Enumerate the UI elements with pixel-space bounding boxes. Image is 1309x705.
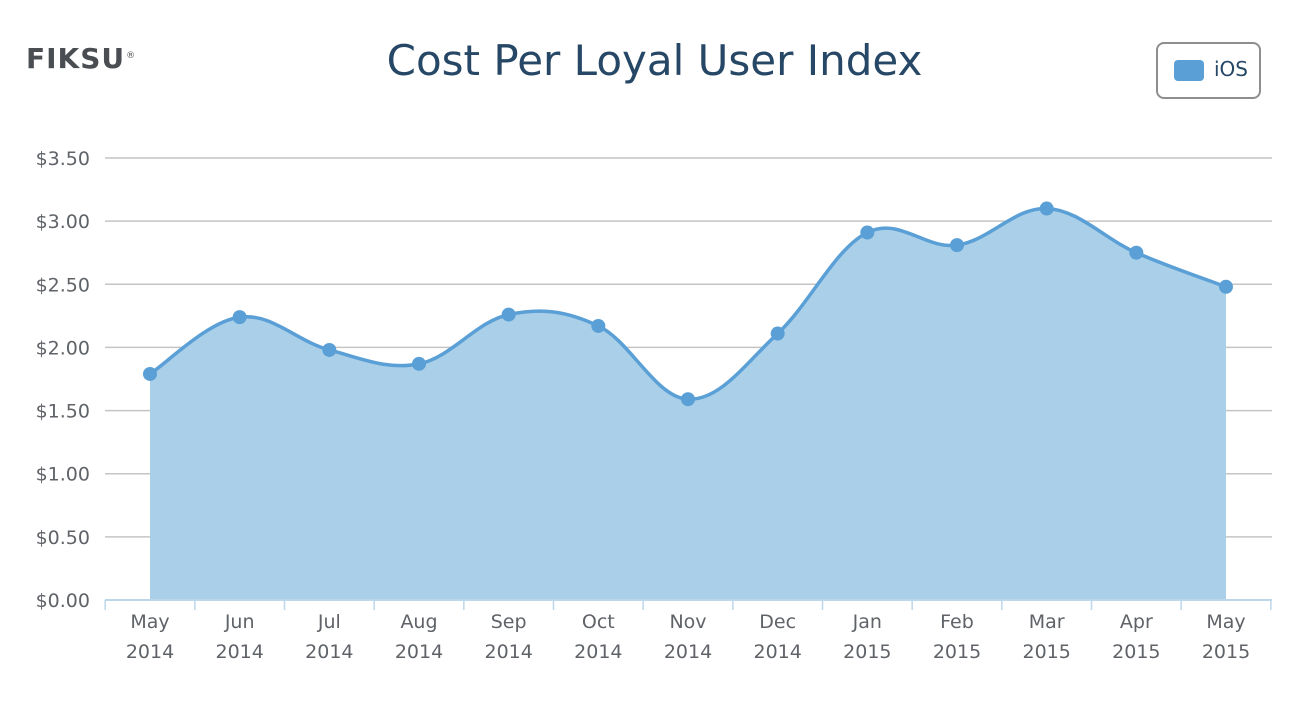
data-point xyxy=(1219,279,1233,294)
x-tick-label-month: Nov xyxy=(669,611,706,633)
data-point xyxy=(1129,245,1144,260)
fiksu-logo: FIKSU® xyxy=(26,42,136,75)
y-tick-label: $0.00 xyxy=(36,590,90,612)
x-tick-label-year: 2015 xyxy=(1112,641,1160,663)
x-tick-label-month: Dec xyxy=(759,611,796,633)
x-tick-label-year: 2015 xyxy=(1022,641,1070,663)
y-tick-label: $0.50 xyxy=(36,527,90,549)
x-axis xyxy=(104,599,1272,610)
data-point xyxy=(770,326,785,341)
x-tick-label-year: 2015 xyxy=(933,641,981,663)
x-tick-label-year: 2014 xyxy=(574,641,622,663)
x-tick-label-month: Oct xyxy=(582,611,615,633)
x-tick-label-month: Aug xyxy=(400,611,437,633)
data-point xyxy=(322,342,337,357)
data-point xyxy=(143,366,157,381)
chart-title: Cost Per Loyal User Index xyxy=(386,36,923,85)
y-tick-label: $3.50 xyxy=(36,148,90,170)
legend-label-ios: iOS xyxy=(1214,57,1248,81)
data-point xyxy=(501,307,516,322)
x-tick-label-year: 2014 xyxy=(215,641,263,663)
legend-swatch-ios xyxy=(1174,60,1204,81)
x-tick-label-year: 2014 xyxy=(126,641,174,663)
y-tick-label: $2.00 xyxy=(36,337,90,359)
logo-text: FIKSU xyxy=(26,42,126,75)
y-axis-ticks: $0.00 $0.50 $1.00 $1.50 $2.00 $2.50 $3.00 $3.50 xyxy=(36,148,90,612)
x-tick-label-year: 2015 xyxy=(1202,641,1250,663)
y-tick-label: $1.00 xyxy=(36,464,90,486)
x-tick-label-month: May xyxy=(130,611,169,633)
x-tick-label-month: Jun xyxy=(224,611,255,633)
data-point xyxy=(591,318,606,333)
chart-legend[interactable]: iOS xyxy=(1156,42,1261,99)
x-tick-label-year: 2015 xyxy=(843,641,891,663)
x-tick-label-month: Mar xyxy=(1029,611,1065,633)
data-point xyxy=(860,225,875,240)
y-tick-label: $2.50 xyxy=(36,274,90,296)
y-tick-label: $3.00 xyxy=(36,211,90,233)
x-axis-ticks: May 2014 Jun 2014 Jul 2014 Aug 2014 Sep 2014 Oct 20… xyxy=(126,611,1250,663)
series-points xyxy=(143,201,1233,407)
data-point xyxy=(950,238,964,253)
x-tick-label-month: Apr xyxy=(1120,611,1153,633)
x-tick-label-year: 2014 xyxy=(395,641,443,663)
x-tick-label-month: Sep xyxy=(491,611,527,633)
x-tick-label-year: 2014 xyxy=(305,641,353,663)
data-point xyxy=(232,310,247,325)
x-tick-label-month: May xyxy=(1206,611,1245,633)
data-point xyxy=(681,392,695,407)
x-tick-label-month: Jan xyxy=(852,611,882,633)
data-point xyxy=(412,356,426,371)
x-tick-label-year: 2014 xyxy=(753,641,801,663)
registered-mark: ® xyxy=(126,50,137,61)
y-tick-label: $1.50 xyxy=(36,401,90,423)
x-tick-label-year: 2014 xyxy=(484,641,532,663)
x-tick-label-month: Feb xyxy=(940,611,974,633)
data-point xyxy=(1039,201,1054,216)
x-tick-label-year: 2014 xyxy=(664,641,712,663)
x-tick-label-month: Jul xyxy=(317,611,341,633)
